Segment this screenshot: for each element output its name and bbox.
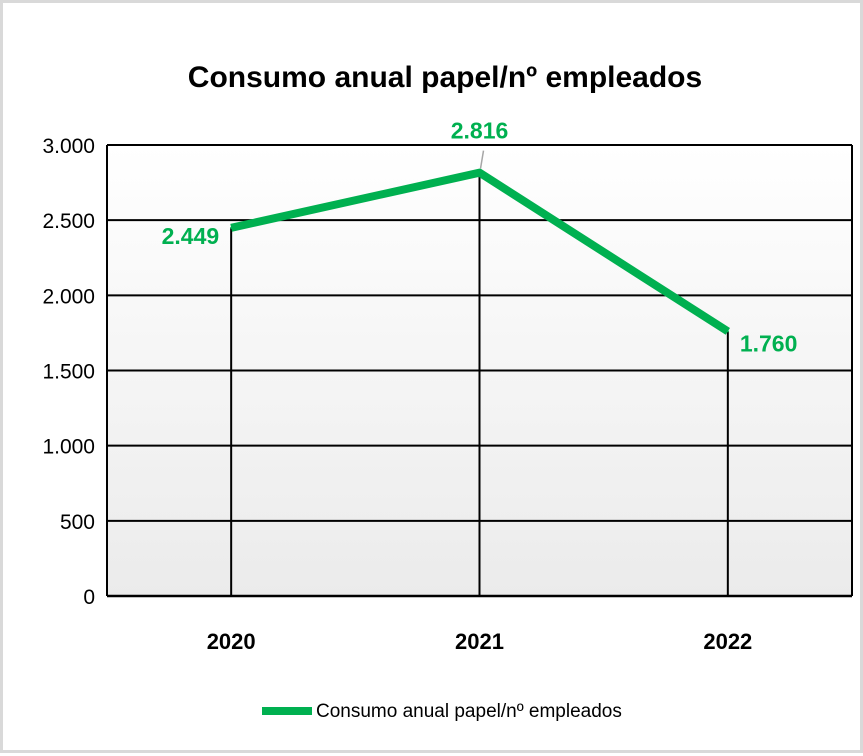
data-label-2022: 1.760 bbox=[740, 330, 798, 356]
data-point-2020 bbox=[230, 226, 233, 229]
y-tick-label: 500 bbox=[60, 511, 95, 534]
y-tick-label: 2.500 bbox=[42, 210, 95, 233]
x-tick-label-2021: 2021 bbox=[455, 629, 504, 654]
y-tick-label: 1.000 bbox=[42, 436, 95, 459]
data-label-leader bbox=[479, 150, 485, 169]
series-layer bbox=[230, 168, 730, 335]
y-tick-label: 2.000 bbox=[42, 285, 95, 308]
x-tick-label-2022: 2022 bbox=[703, 629, 752, 654]
data-label-2020: 2.449 bbox=[162, 223, 220, 249]
y-tick-label: 3.000 bbox=[42, 135, 95, 158]
y-tick-label: 1.500 bbox=[42, 361, 95, 384]
line-chart: Consumo anual papel/nº empleados 0 500 1.0… bbox=[42, 61, 853, 722]
data-labels: 2.449 2.816 1.760 bbox=[162, 118, 798, 357]
axes: 0 500 1.000 1.500 2.000 2.500 3.000 2020 2021 202… bbox=[42, 135, 853, 654]
legend-label: Consumo anual papel/nº empleados bbox=[316, 701, 622, 722]
drop-lines bbox=[230, 172, 729, 596]
x-tick-label-2020: 2020 bbox=[207, 629, 256, 654]
data-point-2021 bbox=[478, 171, 481, 174]
chart-title: Consumo anual papel/nº empleados bbox=[188, 61, 702, 94]
data-point-2022 bbox=[726, 330, 729, 333]
legend[interactable]: Consumo anual papel/nº empleados bbox=[262, 701, 622, 722]
y-tick-label: 0 bbox=[83, 586, 95, 609]
data-label-2021: 2.816 bbox=[451, 118, 509, 144]
